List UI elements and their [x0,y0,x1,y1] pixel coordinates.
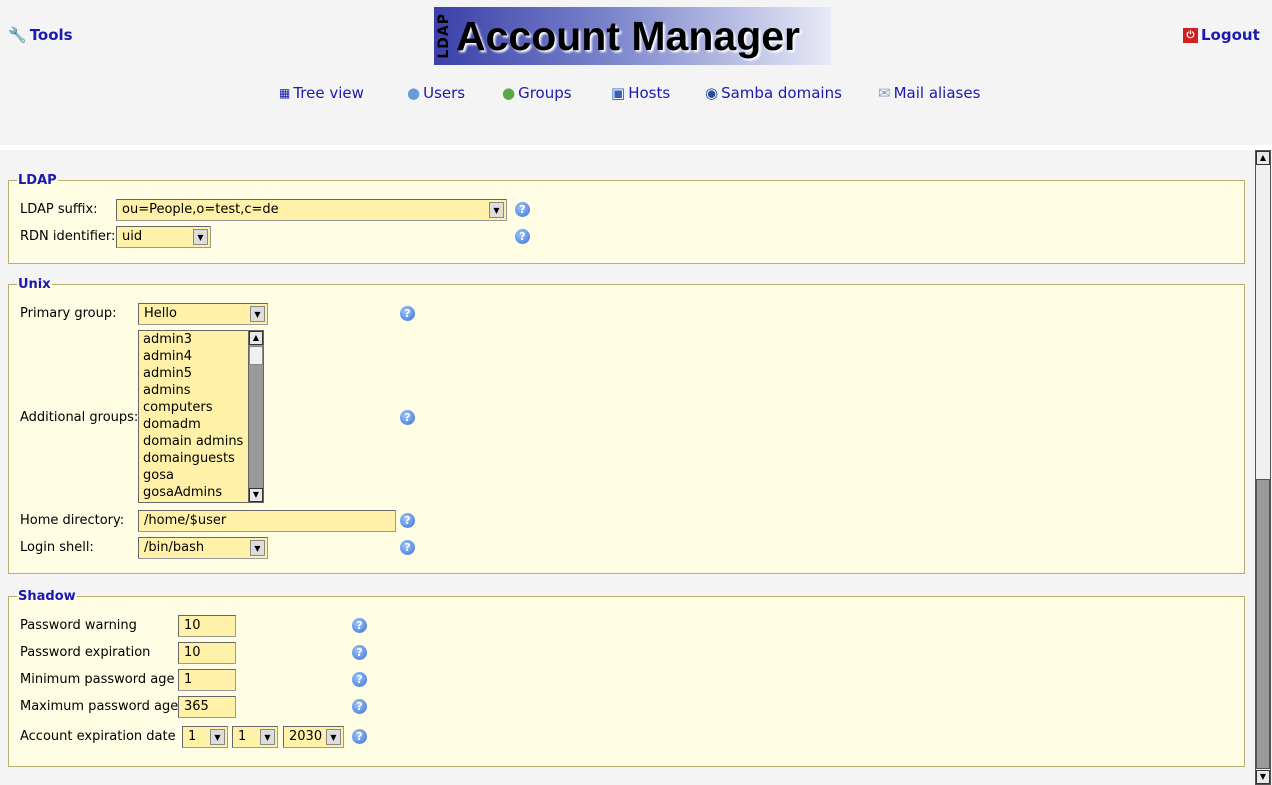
rdn-select[interactable]: uid ▼ [116,226,211,248]
chevron-down-icon: ▼ [210,729,225,745]
group-option[interactable]: admin5 [143,366,193,381]
chevron-down-icon: ▼ [260,729,275,745]
help-icon[interactable]: ? [400,540,415,555]
nav-tree-view[interactable]: ▦ Tree view [279,84,364,102]
min-password-age-label: Minimum password age [20,672,175,687]
help-icon[interactable]: ? [352,645,367,660]
expiration-day-select[interactable]: 1 ▼ [182,726,228,748]
primary-group-label: Primary group: [20,306,117,321]
help-icon[interactable]: ? [400,410,415,425]
nav-groups[interactable]: ● Groups [502,84,572,102]
group-option[interactable]: computers [143,400,213,415]
page-scroll-thumb[interactable] [1256,479,1270,769]
scroll-up-icon[interactable]: ▲ [1256,151,1270,165]
group-option[interactable]: gosaAdmins [143,485,223,500]
power-icon: ⏻ [1183,27,1198,43]
password-expiration-input[interactable]: 10 [178,642,236,664]
home-directory-label: Home directory: [20,513,125,528]
unix-legend: Unix [18,277,51,292]
list-scrollbar[interactable]: ▲ ▼ [248,331,263,502]
samba-icon: ◉ [705,84,719,102]
group-option[interactable]: domadm [143,417,201,432]
ldap-suffix-select[interactable]: ou=People,o=test,c=de ▼ [116,199,507,221]
logout-link[interactable]: ⏻ Logout [1183,26,1260,44]
list-scroll-thumb[interactable] [249,346,263,365]
help-icon[interactable]: ? [400,513,415,528]
expiration-month-select[interactable]: 1 ▼ [232,726,278,748]
tree-icon: ▦ [279,86,291,100]
group-option[interactable]: admin3 [143,332,193,347]
ldap-suffix-label: LDAP suffix: [20,202,98,217]
chevron-down-icon: ▼ [193,229,208,245]
logo: LDAP Account Manager [434,7,831,65]
host-icon: ▣ [611,84,626,102]
user-icon: ● [407,84,421,102]
group-icon: ● [502,84,516,102]
home-directory-input[interactable]: /home/$user [138,510,396,532]
help-icon[interactable]: ? [352,618,367,633]
tools-link[interactable]: 🔧 Tools [8,26,73,44]
scroll-down-icon[interactable]: ▼ [1256,770,1270,784]
password-warning-input[interactable]: 10 [178,615,236,637]
chevron-down-icon: ▼ [250,306,265,322]
min-password-age-input[interactable]: 1 [178,669,236,691]
max-password-age-label: Maximum password age [20,699,179,714]
group-option[interactable]: domain admins [143,434,244,449]
group-option[interactable]: admin4 [143,349,193,364]
rdn-label: RDN identifier: [20,229,116,244]
help-icon[interactable]: ? [515,202,530,217]
chevron-down-icon: ▼ [489,202,504,218]
help-icon[interactable]: ? [352,672,367,687]
header-divider [0,145,1272,150]
scroll-down-icon[interactable]: ▼ [249,488,263,502]
chevron-down-icon: ▼ [326,729,341,745]
additional-groups-label: Additional groups: [20,410,139,425]
nav-samba-domains[interactable]: ◉ Samba domains [705,84,842,102]
group-option[interactable]: gosa [143,468,174,483]
nav-hosts[interactable]: ▣ Hosts [611,84,671,102]
wrench-icon: 🔧 [8,26,27,44]
scroll-up-icon[interactable]: ▲ [249,331,263,345]
login-shell-label: Login shell: [20,540,94,555]
max-password-age-input[interactable]: 365 [178,696,236,718]
login-shell-select[interactable]: /bin/bash ▼ [138,537,268,559]
mail-icon: ✉ [878,84,891,102]
password-warning-label: Password warning [20,618,137,633]
expiration-year-select[interactable]: 2030 ▼ [283,726,344,748]
additional-groups-list[interactable]: admin3 admin4 admin5 admins computers do… [138,330,264,503]
ldap-legend: LDAP [18,173,57,188]
group-option[interactable]: admins [143,383,191,398]
nav-users[interactable]: ● Users [407,84,466,102]
help-icon[interactable]: ? [400,306,415,321]
help-icon[interactable]: ? [515,229,530,244]
page-scrollbar[interactable]: ▲ ▼ [1255,150,1271,785]
primary-group-select[interactable]: Hello ▼ [138,303,268,325]
help-icon[interactable]: ? [352,699,367,714]
group-option[interactable]: domainguests [143,451,235,466]
chevron-down-icon: ▼ [250,540,265,556]
password-expiration-label: Password expiration [20,645,151,660]
account-expiration-label: Account expiration date [20,729,176,744]
shadow-legend: Shadow [18,589,76,604]
help-icon[interactable]: ? [352,729,367,744]
nav-mail-aliases[interactable]: ✉ Mail aliases [878,84,981,102]
